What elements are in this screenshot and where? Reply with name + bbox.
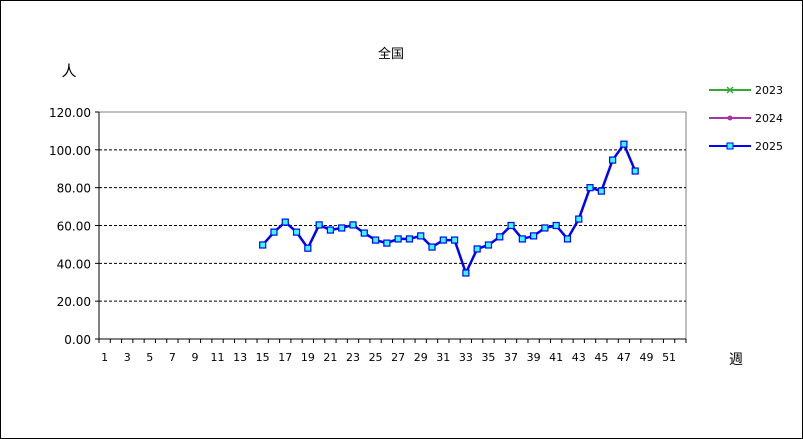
series-line-2025 — [261, 141, 637, 277]
x-tick-label: 43 — [572, 351, 586, 364]
data-point — [281, 218, 289, 226]
data-point — [360, 229, 368, 237]
data-point — [417, 232, 425, 240]
x-tick-label: 23 — [346, 351, 360, 364]
legend-label: 2025 — [755, 140, 783, 153]
x-tick-label: 11 — [211, 351, 225, 364]
x-tick-label: 7 — [169, 351, 176, 364]
x-axis-label: 週 — [729, 352, 743, 368]
data-point — [428, 243, 436, 251]
data-point — [552, 221, 560, 230]
data-point — [304, 244, 312, 252]
data-point — [518, 235, 526, 243]
data-point — [496, 233, 504, 241]
data-point — [473, 245, 481, 253]
x-tick-label: 51 — [662, 351, 676, 364]
chart-title: 全国 — [378, 46, 404, 62]
x-tick-label: 15 — [256, 351, 270, 364]
x-tick-label: 25 — [369, 351, 383, 364]
x-tick-label: 31 — [436, 351, 450, 364]
legend-label: 2024 — [755, 112, 783, 125]
y-tick-label: 80.00 — [57, 182, 91, 196]
y-tick-label: 60.00 — [57, 220, 91, 234]
data-point — [394, 235, 402, 243]
data-point — [563, 235, 572, 243]
x-tick-label: 9 — [191, 351, 198, 364]
data-point — [620, 140, 628, 148]
y-axis-label: 人 — [61, 62, 76, 80]
x-tick-label: 21 — [323, 351, 337, 364]
x-tick-label: 41 — [549, 351, 563, 364]
data-point — [575, 215, 583, 223]
legend-circle-marker-icon — [727, 115, 733, 121]
x-tick-label: 19 — [301, 351, 315, 364]
x-tick-label: 35 — [481, 351, 495, 364]
data-point — [405, 235, 414, 243]
data-point — [439, 236, 447, 244]
data-point — [383, 239, 391, 247]
x-tick-label: 17 — [278, 351, 292, 364]
data-point — [586, 184, 594, 192]
data-point — [484, 241, 493, 249]
x-tick-label: 39 — [527, 351, 541, 364]
x-tick-label: 27 — [391, 351, 405, 364]
data-point — [462, 269, 470, 277]
x-tick-label: 33 — [459, 351, 473, 364]
data-point — [541, 224, 549, 232]
data-point — [270, 228, 278, 236]
x-tick-label: 37 — [504, 351, 518, 364]
data-point — [315, 221, 323, 229]
data-point — [338, 224, 346, 232]
y-tick-label: 120.00 — [49, 106, 91, 120]
plot-area — [98, 111, 687, 340]
data-point — [259, 241, 267, 249]
x-tick-label: 13 — [233, 351, 247, 364]
x-tick-label: 1 — [101, 351, 108, 364]
x-tick-label: 5 — [146, 351, 153, 364]
data-point — [349, 221, 357, 229]
data-point — [597, 187, 605, 195]
data-point — [530, 232, 538, 240]
x-tick-label: 3 — [124, 351, 131, 364]
legend-x-marker-icon — [726, 86, 734, 94]
legend-label: 2023 — [755, 84, 783, 97]
data-point — [609, 156, 617, 164]
y-tick-label: 0.00 — [64, 333, 91, 347]
data-point — [507, 221, 515, 230]
x-tick-label: 47 — [617, 351, 631, 364]
x-tick-label: 49 — [639, 351, 653, 364]
data-point — [371, 236, 380, 244]
data-point — [326, 226, 335, 234]
y-tick-label: 40.00 — [57, 257, 91, 271]
y-tick-label: 20.00 — [57, 295, 91, 309]
data-point — [631, 167, 639, 175]
x-tick-label: 29 — [414, 351, 428, 364]
data-point — [292, 228, 301, 236]
y-tick-label: 100.00 — [49, 144, 91, 158]
data-point — [450, 236, 459, 244]
x-tick-label: 45 — [594, 351, 608, 364]
legend-square-marker-icon — [726, 142, 734, 150]
